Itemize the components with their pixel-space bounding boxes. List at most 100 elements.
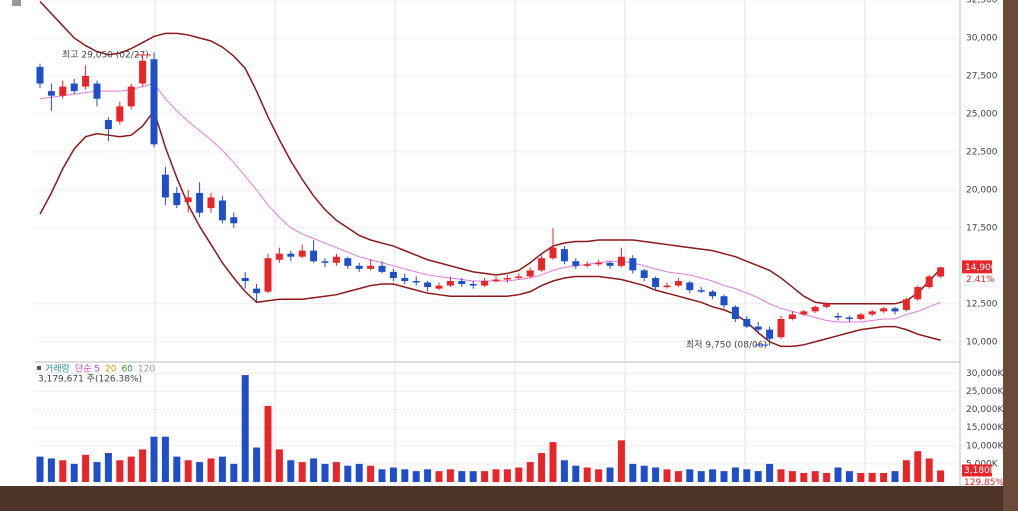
legend-item: 20 — [105, 365, 117, 375]
volume-bar — [766, 463, 774, 482]
candle-body — [788, 314, 796, 319]
volume-bar — [583, 467, 591, 482]
high-note: 최고 29,050 (02/27) — [62, 50, 149, 61]
candle-body — [481, 281, 489, 286]
volume-bar — [116, 460, 124, 482]
y-tick-label: 22,500 — [966, 147, 998, 157]
candle-body — [629, 258, 637, 271]
candle-body — [287, 253, 295, 257]
volume-bar — [845, 471, 853, 482]
volume-bar — [412, 471, 420, 482]
candle-body — [355, 265, 363, 269]
volume-bar — [218, 456, 226, 482]
indicator-line — [39, 1, 942, 305]
volume-bar — [332, 462, 340, 482]
candle-body — [446, 281, 454, 286]
volume-bar — [287, 460, 295, 482]
volume-bar — [344, 465, 352, 482]
candle-body — [891, 308, 899, 312]
volume-bar — [161, 436, 169, 482]
volume-bar — [253, 447, 261, 482]
candle-body — [606, 262, 614, 266]
volume-bar — [743, 469, 751, 482]
candle-body — [469, 284, 477, 286]
volume-bar — [389, 467, 397, 482]
y-tick-label: 12,500 — [966, 299, 998, 309]
volume-bar — [777, 469, 785, 482]
volume-bar — [811, 471, 819, 482]
volume-bar — [857, 472, 865, 482]
candle-body — [207, 197, 215, 209]
corner-icon — [12, 0, 21, 6]
volume-bar — [800, 472, 808, 482]
last-volume-change: 129.85% — [964, 478, 1004, 488]
volume-summary: 3,179,671 주(126.38%) — [38, 374, 142, 385]
volume-bar — [686, 469, 694, 482]
y-tick-label: 10,000 — [966, 337, 998, 347]
volume-bar — [298, 462, 306, 482]
candle-body — [344, 258, 352, 266]
volume-bar — [321, 463, 329, 482]
candle-body — [367, 265, 375, 269]
volume-bar — [937, 470, 945, 482]
candle-body — [378, 265, 386, 272]
volume-bar — [59, 460, 67, 482]
volume-bar — [70, 463, 78, 482]
candle-body — [572, 261, 580, 266]
volume-bar — [891, 471, 899, 482]
candle-body — [173, 192, 181, 206]
candle-body — [435, 285, 443, 289]
y-tick-label: 25,000 — [966, 109, 998, 119]
candle-body — [184, 197, 192, 203]
candle-body — [526, 270, 534, 277]
last-price-box — [962, 260, 992, 274]
volume-bar — [310, 458, 318, 482]
y-tick-label: 15,000K — [966, 423, 1004, 433]
candle-body — [709, 291, 717, 297]
candle-body — [674, 281, 682, 286]
date-grid — [154, 0, 866, 486]
volume-bar — [754, 471, 762, 482]
legend-item: 120 — [138, 365, 155, 375]
y-tick-label: 30,000K — [966, 369, 1004, 379]
volume-bar — [731, 467, 739, 482]
candle-body — [754, 326, 762, 330]
candle-body — [823, 303, 831, 307]
indicator-line — [39, 109, 941, 348]
volume-bar — [538, 453, 546, 482]
y-tick-label: 25,000K — [966, 387, 1004, 397]
candle-body — [196, 192, 204, 213]
volume-bar — [230, 463, 238, 482]
y-tick-label: 20,000 — [966, 185, 998, 195]
candle-body — [218, 200, 226, 221]
volume-bar — [378, 469, 386, 482]
volume-bar — [446, 469, 454, 482]
volume-bar — [880, 472, 888, 482]
candle-body — [264, 258, 272, 292]
volume-bar — [595, 469, 603, 482]
candle-body — [139, 60, 147, 84]
candle-body — [868, 311, 876, 315]
candle-body — [640, 270, 648, 278]
y-tick-label: 17,500 — [966, 223, 998, 233]
last-volume-box — [962, 464, 992, 477]
candle-body — [914, 287, 922, 300]
volume-bar — [127, 456, 135, 482]
low-note: 최저 9,750 (08/06) — [686, 340, 767, 351]
candle-body — [241, 277, 249, 282]
candle-body — [412, 281, 420, 283]
candle-body — [515, 276, 523, 278]
candle-body — [127, 86, 135, 107]
y-tick-label: 10,000K — [966, 441, 1004, 451]
volume-bar — [823, 472, 831, 482]
volume-bar — [834, 467, 842, 482]
candle-body — [401, 277, 409, 282]
candle-body — [800, 311, 808, 315]
candle-body — [857, 314, 865, 319]
volume-bar — [515, 467, 523, 482]
candle-body — [93, 83, 101, 99]
candle-body — [321, 261, 329, 263]
volume-bar — [709, 469, 717, 482]
volume-bar — [150, 436, 158, 482]
volume-bar — [640, 465, 648, 482]
